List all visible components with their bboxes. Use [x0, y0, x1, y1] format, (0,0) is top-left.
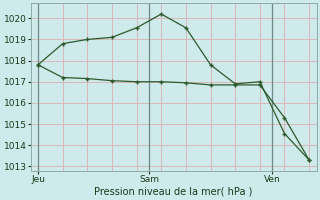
X-axis label: Pression niveau de la mer( hPa ): Pression niveau de la mer( hPa ): [94, 187, 253, 197]
